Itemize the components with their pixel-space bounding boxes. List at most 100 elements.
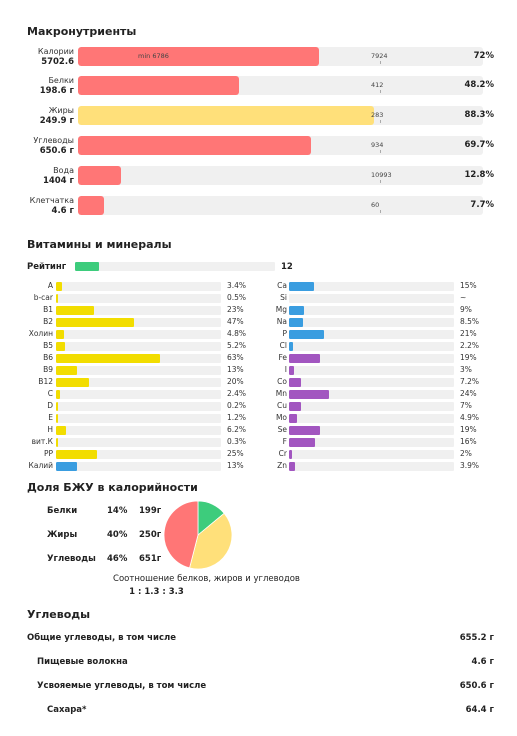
vitamin-bar — [56, 438, 58, 447]
vitamin-bar — [56, 402, 58, 411]
macro-percent: 7.7% — [470, 200, 494, 210]
vitamin-bar — [56, 318, 134, 327]
mineral-row: Se 19% — [260, 425, 490, 435]
vitamin-value: 47% — [227, 317, 244, 326]
vitamin-row: b-car 0.5% — [27, 293, 252, 303]
vitamin-row: B2 47% — [27, 317, 252, 327]
mineral-row: Mn 24% — [260, 389, 490, 399]
carb-name: Пищевые волокна — [37, 657, 128, 667]
carb-value: 4.6 г — [471, 657, 494, 667]
mineral-bar — [289, 450, 293, 459]
macro-bar — [78, 106, 374, 125]
carbs-section-title: Углеводы — [27, 608, 91, 621]
mineral-name: Co — [277, 377, 287, 386]
carb-name: Усвояемые углеводы, в том числе — [37, 681, 207, 691]
mineral-value: 19% — [460, 353, 477, 362]
vitamin-track — [56, 306, 221, 315]
mineral-bar — [289, 378, 301, 387]
mineral-name: Cr — [278, 449, 287, 458]
rating-label: Рейтинг — [27, 262, 67, 272]
rating-track — [75, 262, 275, 271]
macro-bar — [78, 196, 104, 215]
vitamin-bar — [56, 294, 58, 303]
target-tick — [380, 90, 381, 93]
mineral-bar — [289, 438, 316, 447]
bzu-grams: 199г — [139, 506, 162, 516]
target-tick — [380, 180, 381, 183]
mineral-row: Si ~ — [260, 293, 490, 303]
mineral-value: 7% — [460, 401, 472, 410]
macro-percent: 69.7% — [464, 140, 495, 150]
mineral-track — [289, 306, 454, 315]
mineral-track — [289, 462, 454, 471]
mineral-bar — [289, 282, 314, 291]
mineral-name: Cu — [277, 401, 287, 410]
macro-value: 4.6 г — [51, 206, 74, 216]
macro-percent: 12.8% — [464, 170, 495, 180]
vitamin-track — [56, 402, 221, 411]
vitamin-name: Холин — [28, 329, 53, 338]
vitamin-track — [56, 330, 221, 339]
mineral-track — [289, 282, 454, 291]
mineral-bar — [289, 390, 329, 399]
bzu-caption: Соотношение белков, жиров и углеводов — [113, 574, 300, 584]
vitamin-track — [56, 318, 221, 327]
macro-bar — [78, 166, 121, 185]
rating-value: 12 — [281, 262, 293, 272]
macro-target: 60 — [371, 201, 380, 209]
macro-label: Вода 1404 г — [27, 166, 74, 186]
mineral-value: 7.2% — [460, 377, 480, 386]
vitamin-name: B6 — [43, 353, 53, 362]
vitamin-value: 5.2% — [227, 341, 247, 350]
mineral-value: 2.2% — [460, 341, 480, 350]
macro-label: Клетчатка 4.6 г — [27, 196, 74, 216]
vitamin-row: B12 20% — [27, 377, 252, 387]
macro-name: Вода — [53, 166, 74, 175]
carb-row: Сахара* 64.4 г — [27, 705, 494, 715]
mineral-bar — [289, 330, 324, 339]
vitamin-row: вит.К 0.3% — [27, 437, 252, 447]
bzu-ratio: 1 : 1.3 : 3.3 — [129, 587, 184, 597]
mineral-row: Zn 3.9% — [260, 461, 490, 471]
vitamin-track — [56, 426, 221, 435]
rating-row: Рейтинг 12 — [27, 261, 327, 273]
mineral-row: Cl 2.2% — [260, 341, 490, 351]
macro-name: Углеводы — [33, 136, 74, 145]
carb-row: Общие углеводы, в том числе 655.2 г — [27, 633, 494, 643]
mineral-value: 2% — [460, 449, 472, 458]
mineral-value: 3.9% — [460, 461, 480, 470]
mineral-name: Fe — [278, 353, 287, 362]
mineral-name: Mn — [275, 389, 287, 398]
vitamin-name: B2 — [43, 317, 53, 326]
macro-name: Клетчатка — [29, 196, 74, 205]
mineral-row: Cu 7% — [260, 401, 490, 411]
mineral-value: 15% — [460, 281, 477, 290]
mineral-row: F 16% — [260, 437, 490, 447]
macro-target: 10993 — [371, 171, 392, 179]
macro-label: Белки 198.6 г — [27, 76, 74, 96]
mineral-track — [289, 414, 454, 423]
carb-row: Усвояемые углеводы, в том числе 650.6 г — [27, 681, 494, 691]
vitamin-name: B9 — [43, 365, 53, 374]
mineral-track — [289, 426, 454, 435]
vitamin-track — [56, 450, 221, 459]
vitamin-name: D — [47, 401, 53, 410]
bzu-section-title: Доля БЖУ в калорийности — [27, 481, 198, 494]
mineral-track — [289, 438, 454, 447]
macro-name: Жиры — [48, 106, 74, 115]
mineral-bar — [289, 318, 304, 327]
macro-bar — [78, 76, 240, 95]
mineral-track — [289, 390, 454, 399]
vitamin-bar — [56, 462, 78, 471]
vitamin-row: B9 13% — [27, 365, 252, 375]
vitamin-track — [56, 354, 221, 363]
vitamin-bar — [56, 354, 160, 363]
mineral-name: Se — [277, 425, 287, 434]
macro-value: 650.6 г — [39, 146, 74, 156]
vitamin-bar — [56, 342, 65, 351]
target-tick — [380, 61, 381, 64]
vitamin-value: 6.2% — [227, 425, 247, 434]
mineral-value: 8.5% — [460, 317, 480, 326]
mineral-row: I 3% — [260, 365, 490, 375]
macro-percent: 88.3% — [464, 110, 495, 120]
